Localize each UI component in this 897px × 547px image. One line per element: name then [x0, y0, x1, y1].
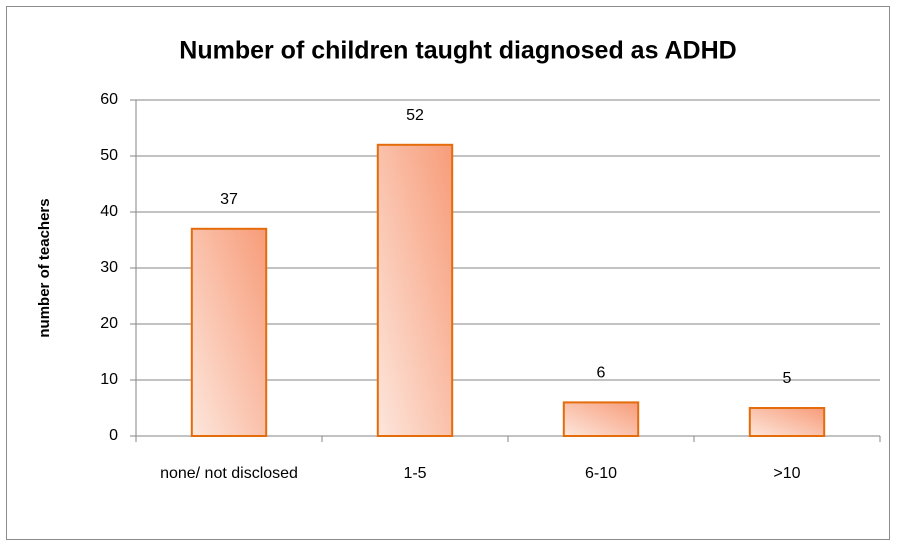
y-tick-label: 40 [100, 203, 118, 220]
y-tick-label: 60 [100, 91, 118, 108]
data-label: 6 [597, 365, 606, 382]
bar [562, 401, 640, 437]
y-tick-label: 0 [109, 427, 118, 444]
x-tick-label: 1-5 [403, 465, 427, 482]
chart-title: Number of children taught diagnosed as A… [179, 37, 736, 65]
bar [748, 407, 826, 437]
y-axis-label: number of teachers [36, 198, 53, 337]
x-tick-label: 6-10 [584, 465, 618, 482]
data-label: 37 [220, 191, 238, 208]
y-tick-label: 20 [100, 315, 118, 332]
x-tick-label: none/ not disclosed [160, 465, 298, 482]
data-label: 5 [783, 370, 792, 387]
y-tick-label: 50 [100, 147, 118, 164]
bar [376, 143, 454, 438]
y-tick-label: 10 [100, 371, 118, 388]
y-tick-label: 30 [100, 259, 118, 276]
x-tick-label: >10 [773, 465, 801, 482]
bar [190, 227, 268, 437]
data-label: 52 [406, 107, 424, 124]
